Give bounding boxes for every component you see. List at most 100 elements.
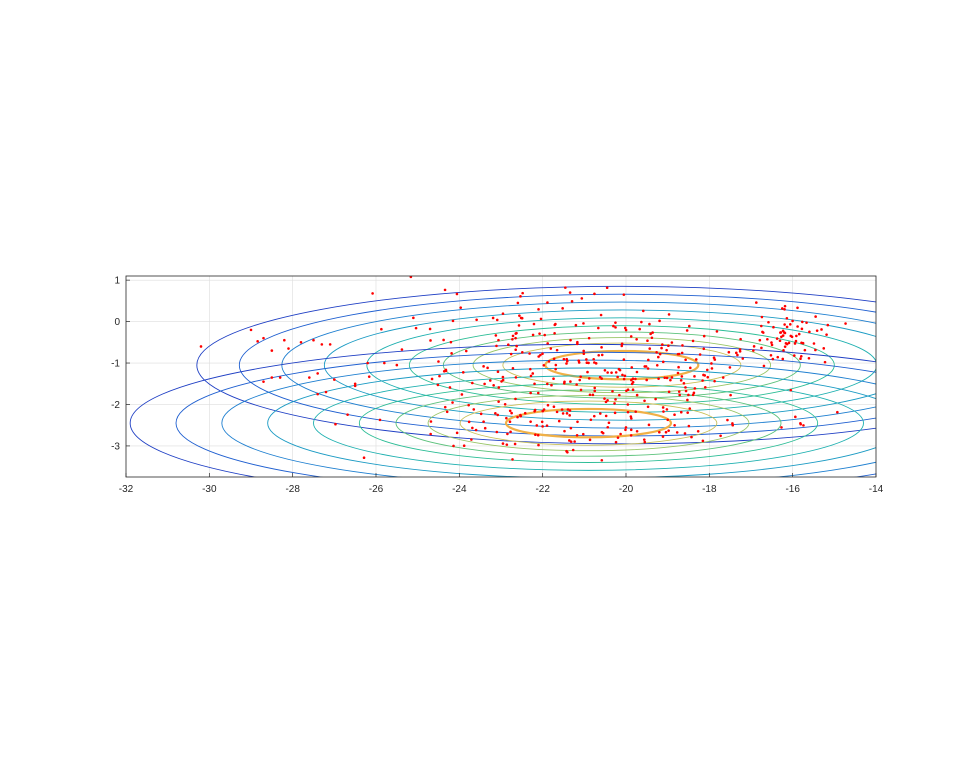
scatter-point xyxy=(594,362,598,365)
scatter-point xyxy=(794,339,798,343)
scatter-point xyxy=(626,403,630,406)
scatter-point xyxy=(629,434,633,437)
scatter-point xyxy=(539,317,543,321)
scatter-point xyxy=(516,415,519,419)
scatter-point xyxy=(546,403,550,407)
scatter-point xyxy=(511,337,514,341)
y-tick-label: 0 xyxy=(114,317,120,328)
scatter-point xyxy=(566,408,570,411)
scatter-point xyxy=(366,361,369,365)
scatter-point xyxy=(647,423,651,427)
scatter-point xyxy=(553,331,556,335)
scatter-point xyxy=(787,341,791,345)
scatter-point xyxy=(567,439,571,442)
scatter-point xyxy=(472,408,476,411)
x-tick-label: -24 xyxy=(452,484,467,495)
scatter-point xyxy=(560,408,564,411)
scatter-point xyxy=(334,422,337,426)
scatter-point xyxy=(780,426,783,429)
scatter-point xyxy=(684,386,687,389)
scatter-point xyxy=(262,380,265,383)
scatter-point xyxy=(533,382,536,386)
scatter-point xyxy=(501,312,505,315)
scatter-point xyxy=(599,313,603,317)
scatter-point xyxy=(805,321,808,324)
scatter-point xyxy=(561,307,564,310)
scatter-point xyxy=(630,378,633,382)
scatter-point xyxy=(511,334,515,338)
scatter-point xyxy=(783,345,787,348)
scatter-point xyxy=(693,387,697,390)
scatter-point xyxy=(681,344,684,347)
scatter-point xyxy=(648,347,652,350)
scatter-point xyxy=(495,430,499,434)
scatter-point xyxy=(666,418,669,422)
x-tick-label: -18 xyxy=(702,484,717,495)
scatter-point xyxy=(795,334,798,338)
scatter-point xyxy=(760,346,763,350)
scatter-point xyxy=(781,334,785,337)
x-tick-label: -16 xyxy=(785,484,800,495)
scatter-point xyxy=(467,403,470,407)
scatter-point xyxy=(622,293,626,296)
scatter-point xyxy=(606,425,610,429)
scatter-point xyxy=(600,377,604,380)
scatter-point xyxy=(613,411,617,415)
scatter-point xyxy=(629,428,633,432)
scatter-point xyxy=(797,332,801,336)
scatter-point xyxy=(577,359,581,362)
scatter-point xyxy=(451,319,455,323)
scatter-point xyxy=(683,432,687,435)
scatter-point xyxy=(635,429,639,433)
scatter-point xyxy=(621,373,624,377)
scatter-point xyxy=(316,392,319,396)
scatter-point xyxy=(569,338,572,342)
scatter-point xyxy=(772,325,775,329)
scatter-point xyxy=(775,337,779,340)
scatter-point xyxy=(616,436,620,439)
scatter-point xyxy=(471,381,474,385)
scatter-point xyxy=(673,413,676,417)
y-tick-label: -3 xyxy=(111,441,120,452)
scatter-point xyxy=(703,386,707,389)
scatter-point xyxy=(644,365,648,368)
contour-line xyxy=(175,351,876,477)
scatter-point xyxy=(622,377,626,381)
scatter-point xyxy=(766,337,769,341)
scatter-point xyxy=(578,378,582,382)
scatter-point xyxy=(812,342,816,345)
scatter-point xyxy=(536,391,540,395)
scatter-point xyxy=(646,405,650,409)
scatter-point xyxy=(414,326,418,330)
scatter-point xyxy=(495,344,498,348)
scatter-point xyxy=(706,375,710,379)
scatter-point xyxy=(576,420,579,424)
scatter-point xyxy=(508,409,512,413)
scatter-point xyxy=(510,411,513,415)
scatter-point xyxy=(658,430,661,434)
scatter-point xyxy=(497,386,501,389)
scatter-point xyxy=(581,432,585,436)
scatter-point xyxy=(676,371,680,375)
scatter-point xyxy=(696,429,700,433)
contour-line xyxy=(358,383,819,463)
scatter-point xyxy=(661,360,665,364)
scatter-points xyxy=(199,276,847,462)
scatter-point xyxy=(514,332,518,335)
scatter-point xyxy=(814,348,817,352)
contour-line xyxy=(221,359,876,477)
scatter-point xyxy=(626,388,630,392)
scatter-point xyxy=(761,330,764,334)
scatter-point xyxy=(517,324,521,327)
scatter-point xyxy=(783,331,787,335)
scatter-point xyxy=(367,375,371,378)
scatter-point xyxy=(429,420,433,423)
scatter-point xyxy=(537,355,540,358)
scatter-point xyxy=(702,347,706,351)
scatter-point xyxy=(785,325,789,329)
scatter-point xyxy=(808,330,811,334)
scatter-point xyxy=(629,335,633,338)
scatter-point xyxy=(680,375,684,378)
scatter-point xyxy=(563,429,566,433)
scatter-point xyxy=(436,383,440,387)
